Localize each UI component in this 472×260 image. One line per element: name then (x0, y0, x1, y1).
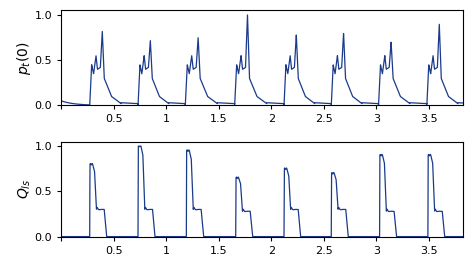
Y-axis label: $Q_{ls}$: $Q_{ls}$ (17, 179, 34, 199)
Y-axis label: $p_t(0)$: $p_t(0)$ (15, 41, 34, 75)
